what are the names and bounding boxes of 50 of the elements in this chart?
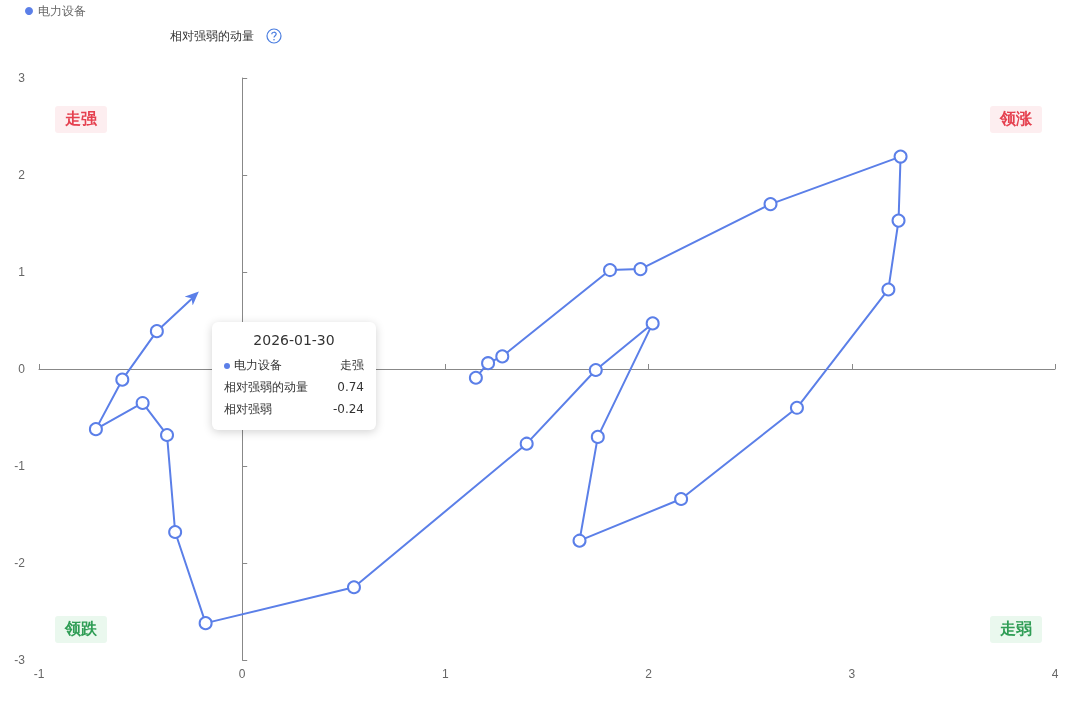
point <box>789 400 804 415</box>
y-tick-label: 2 <box>18 168 26 182</box>
annotation: 走强 <box>340 357 364 374</box>
point <box>519 436 534 451</box>
y-tick-label: -2 <box>14 556 26 570</box>
y-tick-label: -3 <box>14 653 26 667</box>
annotation: 领涨 <box>990 106 1042 133</box>
x-tick-label: 1 <box>442 667 450 681</box>
annotation: 走强 <box>55 106 107 133</box>
point <box>645 316 660 331</box>
annotation: 2026-01-30 <box>252 332 336 348</box>
y-axis-title: 相对强弱的动量 <box>170 28 254 45</box>
x-tick-label: 4 <box>1051 667 1059 681</box>
point <box>495 349 510 364</box>
annotation: 相对强弱的动量 <box>224 379 308 396</box>
annotation: 电力设备 <box>233 357 282 374</box>
annotation: 领跌 <box>55 616 107 643</box>
point <box>160 427 175 442</box>
point <box>346 580 361 595</box>
point <box>590 429 605 444</box>
annotation: 0.74 <box>337 379 364 396</box>
y-tick-label: 0 <box>18 362 26 376</box>
point <box>115 372 130 387</box>
x-tick-label: -1 <box>33 667 45 681</box>
x-tick-label: 3 <box>848 667 856 681</box>
y-tick-label: -1 <box>14 459 26 473</box>
point <box>891 213 906 228</box>
legend-label: 电力设备 <box>38 4 86 18</box>
point <box>149 324 164 339</box>
point <box>481 356 496 371</box>
point <box>674 491 689 506</box>
x-tick-label: 0 <box>238 667 246 681</box>
point <box>572 533 587 548</box>
point <box>603 263 617 278</box>
y-tick-label: 1 <box>18 265 26 279</box>
point <box>633 262 648 277</box>
point <box>468 370 483 385</box>
point <box>893 149 908 164</box>
point <box>881 282 896 297</box>
annotation: -0.24 <box>332 401 364 418</box>
point <box>198 616 213 631</box>
annotation: 相对强弱 <box>224 401 272 418</box>
point <box>135 395 150 410</box>
point <box>588 362 603 377</box>
point <box>763 197 778 212</box>
point <box>168 524 183 539</box>
annotation: 走弱 <box>990 616 1042 643</box>
x-tick-label: 2 <box>645 667 653 681</box>
y-tick-label: 3 <box>18 71 26 85</box>
point <box>88 422 103 437</box>
